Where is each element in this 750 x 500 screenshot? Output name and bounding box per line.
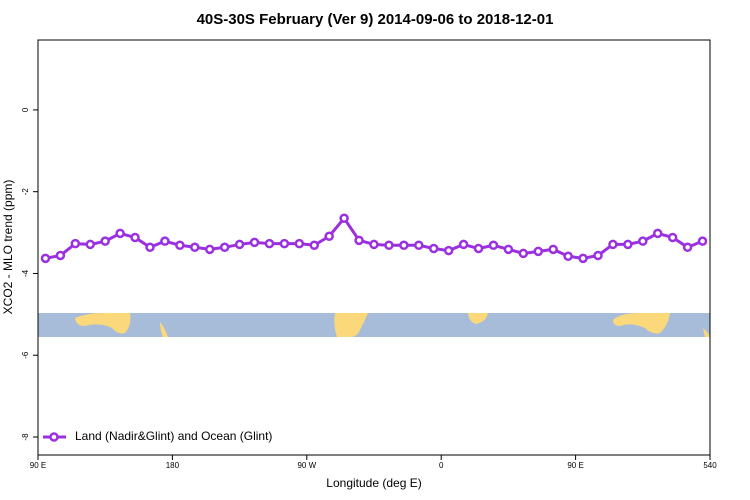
data-point: [160, 236, 170, 246]
data-point: [473, 243, 484, 254]
data-point: [399, 240, 409, 251]
data-point: [100, 236, 110, 246]
land: [468, 313, 488, 324]
data-point: [682, 242, 693, 253]
data-point: [638, 236, 648, 246]
data-point: [652, 228, 663, 239]
data-point: [563, 251, 573, 262]
data-point: [324, 231, 334, 242]
series-line: [45, 215, 704, 260]
legend-marker: [49, 432, 59, 442]
y-tick-label: 0: [21, 107, 30, 112]
x-tick-label: 0: [439, 461, 444, 470]
land: [75, 312, 131, 334]
ocean: [38, 313, 710, 337]
data-point: [264, 238, 275, 249]
data-point: [593, 250, 603, 261]
land: [334, 313, 368, 337]
data-point: [623, 239, 633, 250]
data-point: [354, 235, 364, 246]
data-point: [503, 244, 514, 255]
data-point: [697, 236, 708, 246]
x-tick-label: 540: [703, 461, 717, 470]
data-point: [443, 245, 454, 256]
data-point: [294, 238, 305, 249]
x-tick-label: 180: [166, 461, 180, 470]
land: [160, 322, 168, 337]
x-tick-label: 90 E: [567, 461, 583, 470]
data-point: [279, 238, 290, 249]
chart-title: 40S-30S February (Ver 9) 2014-09-06 to 2…: [197, 11, 554, 28]
land: [703, 328, 710, 337]
data-point: [458, 239, 469, 250]
x-axis-label: Longitude (deg E): [326, 476, 421, 490]
data-point: [339, 213, 349, 224]
data-point: [667, 232, 678, 243]
plot-frame: [37, 39, 711, 456]
data-point: [578, 253, 588, 264]
data-point: [145, 242, 155, 253]
data-point: [175, 240, 185, 251]
legend-label: Land (Nadir&Glint) and Ocean (Glint): [75, 429, 272, 443]
data-point: [115, 228, 125, 239]
map-strip: [38, 312, 710, 337]
data-point: [608, 239, 618, 250]
x-tick-label: 90 W: [297, 461, 316, 470]
y-tick-label: -6: [21, 351, 30, 359]
data-point: [384, 240, 394, 251]
data-point: [130, 232, 140, 243]
data-point: [249, 237, 260, 248]
data-point: [204, 244, 215, 255]
data-point: [428, 243, 439, 254]
data-point: [55, 250, 66, 261]
data-point: [219, 242, 230, 253]
data-point: [85, 239, 96, 250]
x-tick-label: 90 E: [30, 461, 46, 470]
data-point: [518, 248, 529, 259]
land: [613, 313, 670, 334]
data-point: [414, 240, 424, 251]
data-point: [533, 246, 544, 257]
data-point: [309, 240, 320, 251]
data-point: [190, 242, 200, 253]
data-point: [234, 239, 245, 250]
y-tick-label: -2: [21, 188, 30, 196]
data-point: [40, 253, 51, 264]
data-point: [369, 239, 379, 250]
y-tick-label: -4: [21, 269, 30, 277]
data-point: [70, 238, 81, 249]
y-axis-label: XCO2 - MLO trend (ppm): [1, 180, 15, 315]
y-tick-label: -8: [21, 433, 30, 441]
data-point: [488, 240, 499, 251]
data-point: [548, 244, 558, 255]
